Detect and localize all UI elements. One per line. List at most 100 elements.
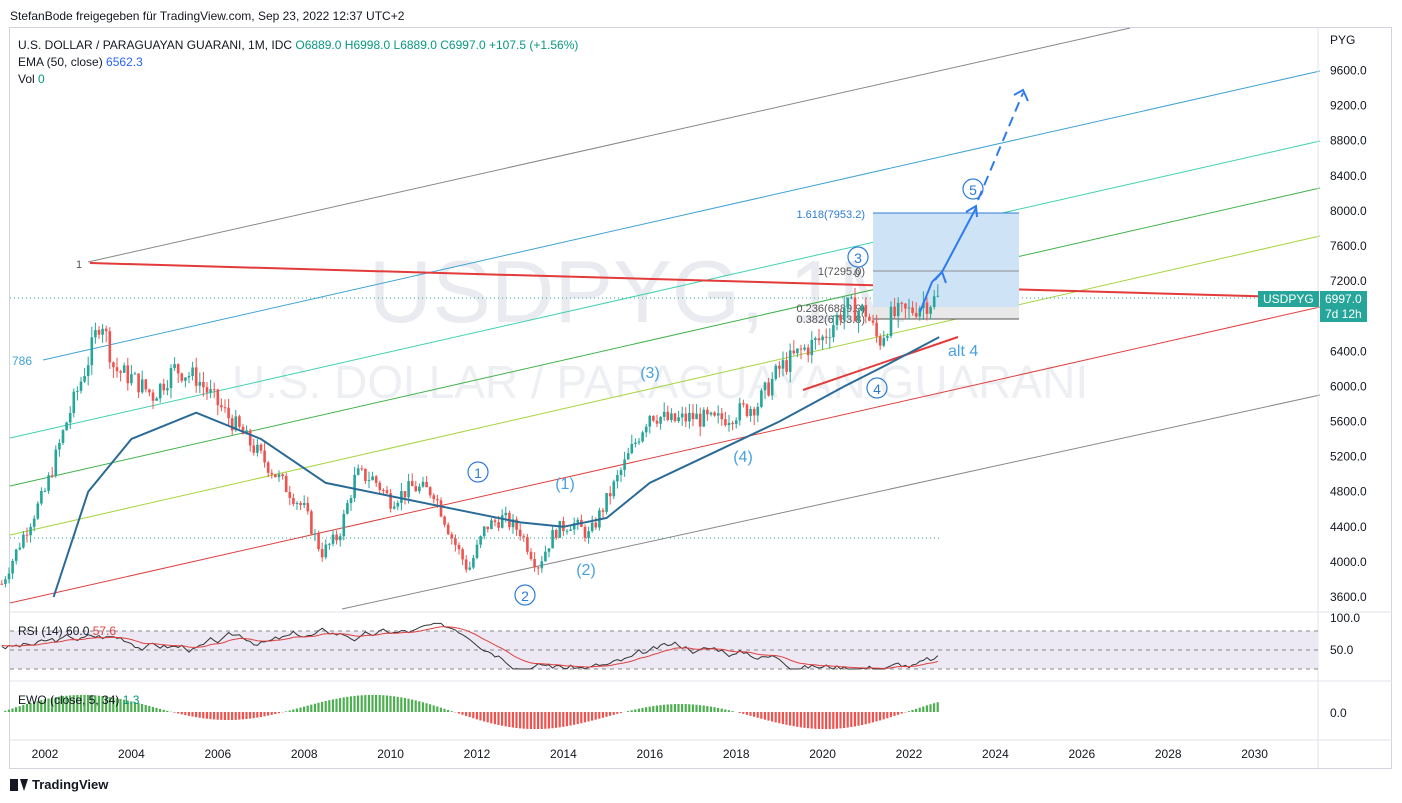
candle-body-31 [112, 362, 115, 368]
candle-body-13 [47, 475, 50, 491]
candle-body-135 [486, 526, 490, 530]
ewo-bar-79 [285, 711, 288, 712]
candle-body-86 [310, 511, 313, 534]
wave-label-w2: 2 [521, 588, 529, 604]
candle-body-260 [936, 295, 940, 297]
candle-body-16 [58, 442, 61, 450]
candle-body-93 [335, 534, 338, 541]
candle-body-67 [241, 426, 245, 435]
time-tick-8: 2018 [723, 747, 750, 761]
candle-body-163 [587, 531, 590, 538]
ewo-bar-134 [483, 712, 486, 722]
channel-green [9, 187, 1321, 487]
ewo-bar-72 [259, 712, 262, 717]
ewo-bar-187 [673, 704, 676, 712]
candle-body-36 [130, 374, 133, 384]
ewo-bar-65 [234, 712, 237, 720]
ewo-bar-85 [306, 705, 309, 712]
ewo-bar-66 [238, 712, 241, 720]
candle-body-81 [292, 497, 295, 504]
ewo-bar-145 [522, 712, 525, 729]
ewo-bar-157 [565, 712, 568, 727]
candle-body-10 [36, 503, 40, 519]
candle-body-127 [457, 544, 461, 550]
candle-body-44 [158, 383, 162, 399]
countdown-tag: 7d 12h [1320, 306, 1367, 322]
candle-body-165 [594, 522, 598, 528]
ewo-bar-115 [414, 700, 417, 712]
ewo-bar-154 [555, 712, 558, 728]
ewo-bar-64 [231, 712, 234, 720]
candle-body-245 [882, 337, 886, 346]
ewo-bar-46 [166, 710, 169, 712]
candle-body-162 [583, 526, 587, 538]
candle-body-155 [558, 520, 562, 538]
candle-body-143 [515, 519, 518, 530]
ewo-bar-89 [321, 701, 324, 712]
ewo-bar-97 [349, 696, 352, 712]
candle-body-227 [817, 338, 821, 341]
candle-body-202 [727, 422, 731, 426]
price-tick-1: 9200.0 [1330, 99, 1367, 113]
ewo-bar-20 [72, 695, 75, 712]
candle-body-99 [356, 468, 360, 475]
wave-label-top: 1 [76, 259, 82, 271]
candle-body-0 [0, 583, 4, 585]
candle-body-147 [529, 551, 533, 560]
candle-body-200 [720, 413, 724, 420]
trendline-red-wave4 [802, 336, 959, 391]
ewo-bar-53 [191, 712, 194, 717]
candle-body-214 [770, 378, 774, 396]
price-tick-9: 5600.0 [1330, 415, 1367, 429]
candle-body-206 [742, 403, 745, 405]
ewo-bar-177 [637, 708, 640, 712]
ewo-bar-222 [799, 712, 802, 728]
ewo-bar-223 [803, 712, 806, 728]
tradingview-brand[interactable]: TradingView [10, 777, 108, 792]
candle-body-248 [893, 306, 896, 317]
ewo-bar-213 [767, 712, 770, 721]
wave-label-w3: 3 [854, 250, 862, 266]
candle-body-116 [418, 486, 421, 492]
ewo-bar-34 [123, 699, 126, 712]
candle-body-191 [688, 412, 691, 422]
price-tick-14: 3600.0 [1330, 590, 1367, 604]
candle-body-134 [482, 526, 486, 537]
candle-body-32 [115, 367, 119, 372]
ewo-bar-71 [256, 712, 259, 718]
candle-body-3 [11, 560, 14, 574]
candle-body-238 [857, 311, 860, 322]
candle-body-187 [673, 413, 677, 422]
candle-body-175 [630, 443, 634, 454]
ewo-bar-16 [58, 696, 61, 712]
ewo-bar-96 [346, 696, 349, 712]
candle-body-215 [774, 365, 778, 379]
price-tick-2: 8800.0 [1330, 134, 1367, 148]
ewo-bar-196 [706, 706, 709, 712]
ewo-bar-220 [792, 712, 795, 727]
left-axis-label: 786 [12, 354, 32, 368]
ewo-bar-136 [490, 712, 493, 724]
ewo-bar-133 [479, 712, 482, 721]
candle-body-38 [137, 373, 140, 393]
candle-body-240 [864, 304, 868, 317]
rsi-value-2: 57.6 [92, 624, 117, 638]
candle-body-41 [148, 389, 151, 393]
candle-body-197 [709, 412, 713, 415]
ewo-bar-246 [886, 712, 889, 719]
candle-body-142 [511, 519, 515, 528]
candle-body-79 [284, 476, 288, 493]
ewo-bar-2 [7, 709, 10, 712]
projection-arrow-head-2 [965, 204, 978, 218]
ewo-bar-178 [641, 707, 644, 712]
time-tick-10: 2022 [896, 747, 923, 761]
candle-body-124 [446, 524, 450, 535]
ewo-bar-131 [472, 712, 475, 719]
candle-body-104 [374, 476, 378, 483]
candle-body-259 [932, 296, 936, 308]
ewo-bar-132 [475, 712, 478, 720]
ewo-bar-5 [18, 706, 21, 712]
ewo-bar-169 [609, 712, 612, 716]
ewo-bar-121 [436, 706, 439, 712]
